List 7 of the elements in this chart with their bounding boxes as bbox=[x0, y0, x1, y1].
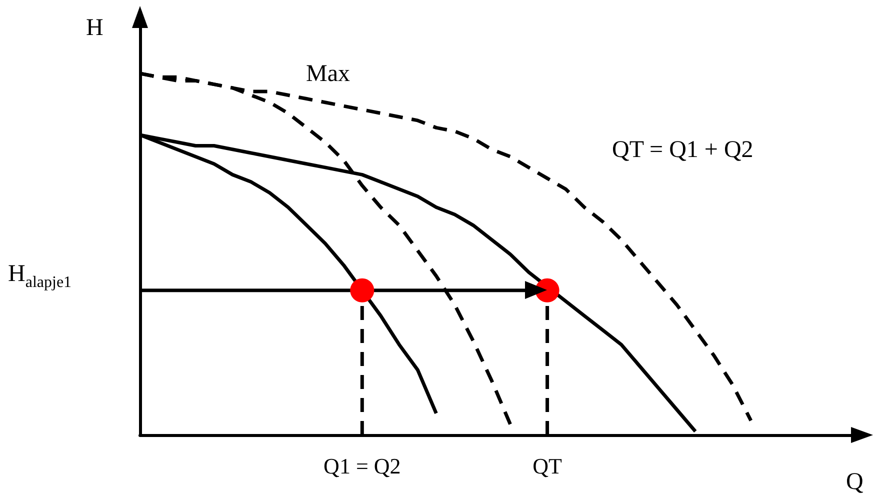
text: H$_{alapje1}$ bbox=[8, 261, 72, 291]
annotation: Max bbox=[306, 61, 350, 87]
x-tick-label: QT bbox=[532, 454, 563, 478]
x-axis-title: Q bbox=[846, 469, 864, 495]
y-axis-title: H bbox=[86, 15, 104, 41]
x-tick-label: Q1 = Q2 bbox=[324, 454, 401, 478]
annotation: QT = Q1 + Q2 bbox=[612, 137, 754, 163]
